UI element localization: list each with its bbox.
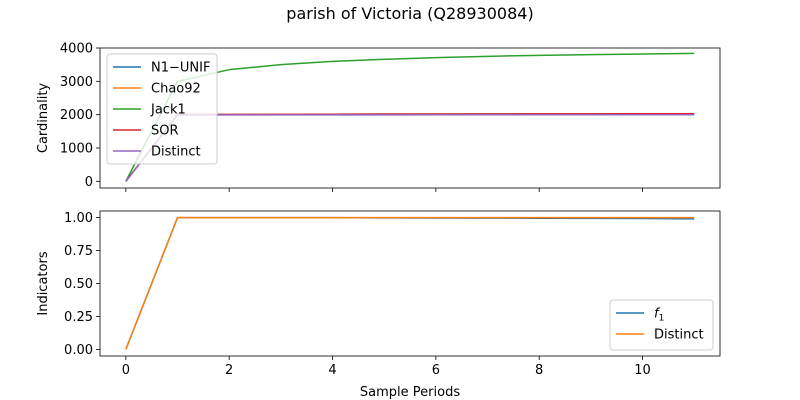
series-line-0-2 <box>125 52 695 182</box>
legend-box <box>106 53 218 165</box>
figure-title: parish of Victoria (Q28930084) <box>286 4 533 23</box>
x-tick-label: 10 <box>634 363 651 378</box>
legend-label: f1 <box>654 307 664 324</box>
y-tick-label: 1.00 <box>64 211 93 226</box>
y-tick-label: 0 <box>85 175 93 190</box>
y-tick-label: 0.00 <box>64 343 93 358</box>
legend-label: Distinct <box>151 145 201 160</box>
x-axis-label: Sample Periods <box>360 385 460 400</box>
y-tick-label: 0.25 <box>64 310 93 325</box>
y-tick-label: 1000 <box>60 142 93 157</box>
x-tick-label: 0 <box>122 363 130 378</box>
axes-frame <box>99 47 721 189</box>
legend-label: Jack1 <box>150 103 186 118</box>
legend-label: SOR <box>151 124 179 139</box>
legend-label: Distinct <box>654 328 704 343</box>
y-tick-label: 0.50 <box>64 277 93 292</box>
cardinality-chart: 0 1000 2000 3000 4000 Cardinality N1−UNIF Chao9… <box>36 42 721 192</box>
legend-label: N1−UNIF <box>151 61 210 76</box>
y-tick-label: 4000 <box>60 42 93 57</box>
x-tick-label: 4 <box>328 363 336 378</box>
series-line-0-4 <box>125 113 695 182</box>
y-axis-label: Indicators <box>36 251 51 315</box>
x-tick-label: 2 <box>225 363 233 378</box>
y-tick-label: 2000 <box>60 108 93 123</box>
x-tick-label: 8 <box>535 363 543 378</box>
legend-box <box>609 299 714 351</box>
x-tick-label: 6 <box>432 363 440 378</box>
legend-label: Chao92 <box>151 82 201 97</box>
y-axis-label: Cardinality <box>36 83 51 154</box>
y-tick-label: 3000 <box>60 75 93 90</box>
y-tick-label: 0.75 <box>64 244 93 259</box>
indicators-chart: 0 2 4 6 8 10 0.00 0.25 0.50 0.75 1.00 Indicators Sam… <box>36 210 721 400</box>
series-line-1-1 <box>125 216 695 350</box>
